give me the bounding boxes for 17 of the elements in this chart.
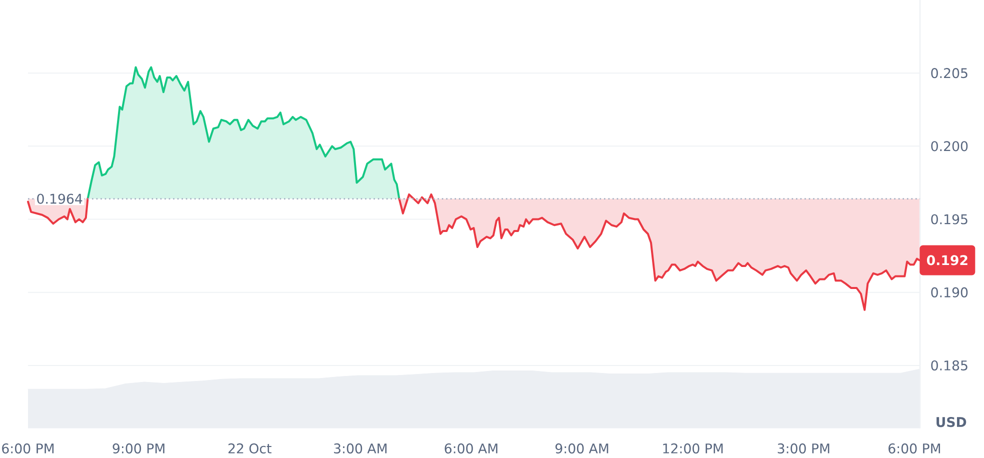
x-tick-label: 9:00 AM [555,443,608,454]
y-tick-label: 0.200 [931,141,968,152]
x-tick-label: 12:00 PM [663,443,723,454]
y-tick-label: 0.185 [931,360,968,370]
x-tick-label: 9:00 PM [112,443,164,454]
x-tick-label: 6:00 PM [888,443,940,454]
x-tick-label: 6:00 AM [444,443,498,454]
y-tick-label: 0.205 [931,68,968,78]
annotation: 0.192 [926,255,968,266]
x-tick-label: 3:00 AM [334,443,387,454]
y-tick-label: 0.190 [931,287,968,298]
y-axis-title: USD [936,416,966,428]
x-tick-label: 6:00 PM [2,443,54,454]
ref-line-label: 0.1964 [37,194,82,204]
y-tick-label: 0.195 [931,214,968,224]
x-tick-label: 3:00 PM [778,443,830,454]
x-tick-label: 22 Oct [228,443,272,454]
